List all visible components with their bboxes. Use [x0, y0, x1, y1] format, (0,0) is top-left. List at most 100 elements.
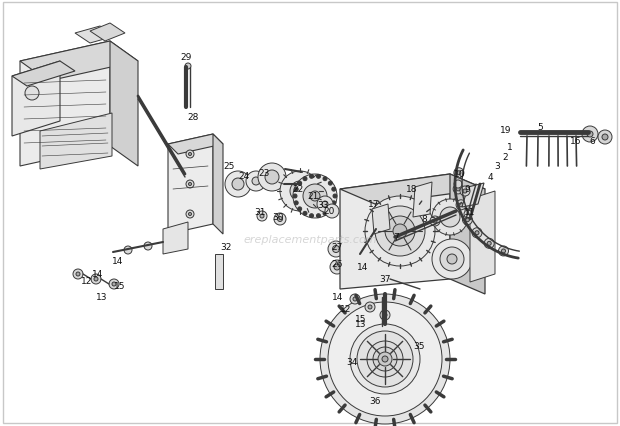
- Circle shape: [357, 331, 413, 387]
- Text: 15: 15: [355, 315, 367, 324]
- Circle shape: [454, 181, 462, 189]
- Circle shape: [472, 228, 482, 238]
- Text: 20: 20: [323, 207, 335, 216]
- Polygon shape: [110, 42, 138, 167]
- Text: 19: 19: [500, 126, 512, 135]
- Polygon shape: [470, 192, 495, 282]
- Text: 35: 35: [414, 342, 425, 351]
- Circle shape: [456, 200, 466, 210]
- Circle shape: [274, 213, 286, 225]
- Circle shape: [460, 187, 470, 196]
- Circle shape: [188, 183, 192, 186]
- Text: 15: 15: [114, 282, 126, 291]
- Circle shape: [303, 212, 307, 216]
- Circle shape: [333, 195, 337, 199]
- Circle shape: [332, 201, 336, 205]
- Circle shape: [375, 207, 425, 256]
- Polygon shape: [462, 184, 484, 207]
- Circle shape: [330, 260, 344, 274]
- Circle shape: [310, 192, 320, 201]
- Circle shape: [280, 172, 320, 211]
- Circle shape: [365, 196, 435, 266]
- Circle shape: [317, 196, 333, 213]
- Polygon shape: [20, 42, 138, 82]
- Circle shape: [298, 182, 302, 186]
- Circle shape: [380, 310, 390, 320]
- Circle shape: [188, 213, 192, 216]
- Circle shape: [329, 182, 332, 186]
- Text: 18: 18: [406, 185, 418, 194]
- Circle shape: [278, 217, 283, 222]
- Circle shape: [463, 190, 467, 193]
- Text: 31: 31: [254, 208, 266, 217]
- Circle shape: [225, 172, 251, 198]
- Circle shape: [186, 181, 194, 189]
- Text: 1: 1: [507, 143, 513, 152]
- Text: 37: 37: [379, 275, 391, 284]
- Circle shape: [466, 218, 469, 222]
- Polygon shape: [20, 42, 110, 167]
- Polygon shape: [168, 135, 223, 155]
- Polygon shape: [340, 175, 485, 204]
- Circle shape: [457, 171, 461, 176]
- Circle shape: [454, 168, 464, 178]
- Circle shape: [320, 294, 450, 424]
- Text: 34: 34: [347, 358, 358, 367]
- Circle shape: [309, 175, 314, 179]
- Circle shape: [94, 277, 98, 281]
- Circle shape: [463, 215, 472, 225]
- Circle shape: [293, 195, 297, 199]
- Circle shape: [91, 274, 101, 284]
- Circle shape: [329, 207, 332, 211]
- Circle shape: [290, 181, 310, 201]
- Polygon shape: [413, 183, 432, 218]
- Circle shape: [432, 199, 468, 236]
- Circle shape: [294, 201, 298, 205]
- Polygon shape: [75, 27, 115, 44]
- Circle shape: [365, 302, 375, 312]
- Text: 16: 16: [570, 137, 582, 146]
- Circle shape: [325, 204, 339, 219]
- Polygon shape: [90, 24, 125, 42]
- Circle shape: [316, 175, 321, 179]
- Circle shape: [367, 341, 403, 377]
- Text: ereplacementparts.com: ereplacementparts.com: [243, 234, 377, 245]
- Circle shape: [582, 127, 598, 143]
- Circle shape: [322, 201, 328, 207]
- Circle shape: [433, 219, 437, 224]
- Circle shape: [440, 248, 464, 271]
- Text: 22: 22: [293, 185, 304, 194]
- Text: 13: 13: [355, 320, 367, 329]
- Text: 28: 28: [187, 113, 198, 122]
- Circle shape: [124, 246, 132, 254]
- Circle shape: [459, 203, 463, 207]
- Circle shape: [323, 212, 327, 216]
- Circle shape: [368, 305, 372, 309]
- Circle shape: [232, 178, 244, 190]
- Circle shape: [328, 242, 344, 257]
- Circle shape: [298, 207, 302, 211]
- Circle shape: [332, 188, 336, 192]
- Text: 17: 17: [368, 200, 379, 209]
- Text: 14: 14: [332, 293, 343, 302]
- Circle shape: [316, 214, 321, 218]
- Circle shape: [294, 188, 298, 192]
- Circle shape: [293, 175, 337, 219]
- Circle shape: [188, 153, 192, 156]
- Text: 14: 14: [112, 257, 123, 266]
- Circle shape: [498, 246, 508, 256]
- Circle shape: [309, 214, 314, 218]
- Circle shape: [393, 225, 407, 239]
- Text: 10: 10: [454, 170, 466, 179]
- Text: 36: 36: [370, 397, 381, 406]
- Text: 14: 14: [92, 270, 104, 279]
- Circle shape: [383, 313, 387, 317]
- Circle shape: [334, 265, 340, 271]
- Circle shape: [332, 246, 340, 253]
- Circle shape: [73, 269, 83, 279]
- Circle shape: [109, 279, 119, 289]
- Circle shape: [378, 352, 392, 366]
- Polygon shape: [340, 175, 450, 289]
- Text: 13: 13: [96, 293, 108, 302]
- Circle shape: [353, 297, 357, 301]
